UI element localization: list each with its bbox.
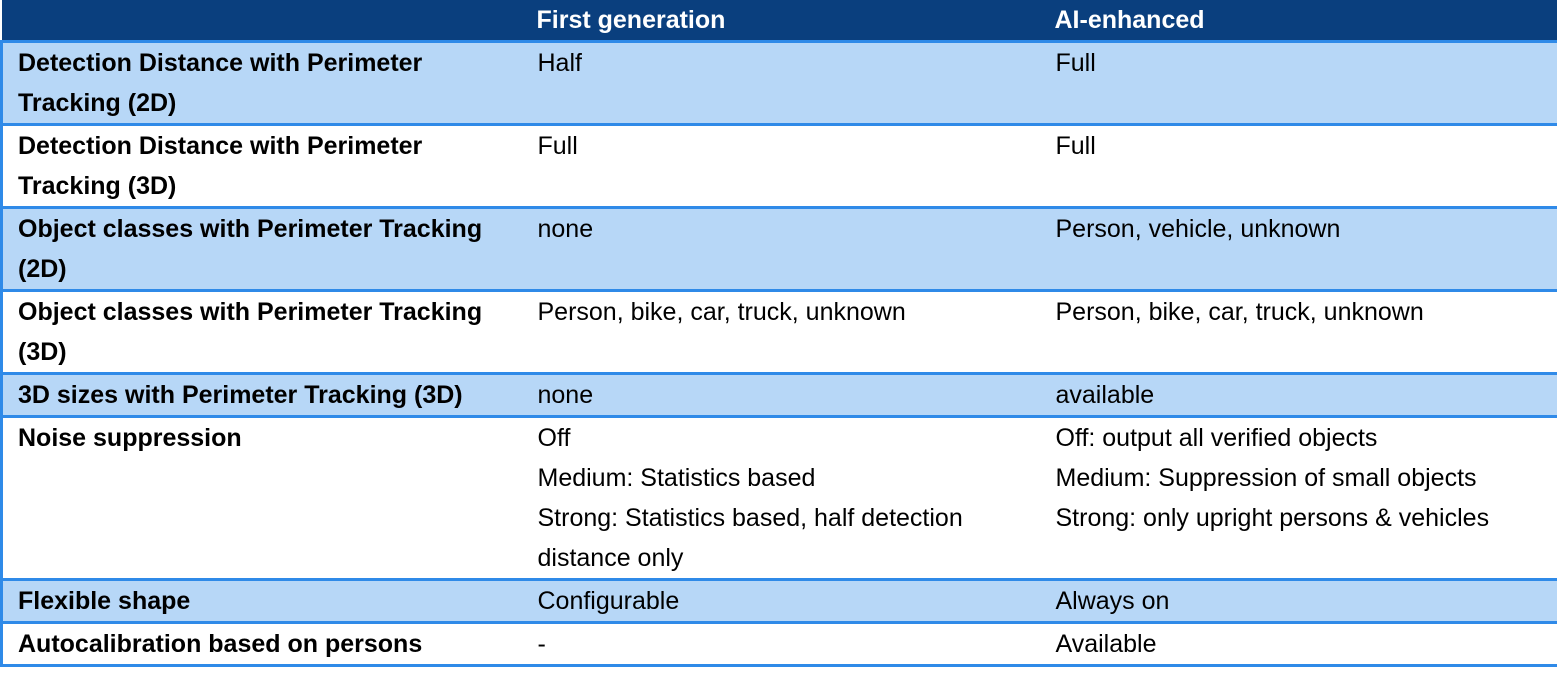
ai-enhanced-cell: Available [1044, 621, 1557, 667]
table-row: Flexible shape Configurable Always on [0, 578, 1557, 623]
table-row: Autocalibration based on persons - Availab… [0, 621, 1557, 667]
first-generation-cell: Configurable [526, 578, 1045, 623]
feature-cell: Detection Distance with Perimeter Tracki… [0, 123, 527, 208]
cell-line: Full [1055, 132, 1096, 160]
cell-line: none [537, 215, 594, 243]
cell-line: Medium: Suppression of small objects [1055, 464, 1477, 492]
cell-line: Half [537, 49, 582, 77]
first-generation-cell: Half [526, 40, 1045, 125]
ai-enhanced-cell: Off: output all verified objects Medium: … [1044, 415, 1557, 580]
ai-enhanced-cell: Always on [1044, 578, 1557, 623]
first-generation-cell: none [526, 206, 1045, 291]
table-row: Noise suppression Off Medium: Statistics b… [0, 415, 1557, 580]
cell-line: Strong: only upright persons & vehicles [1055, 504, 1490, 532]
cell-line: Available [1055, 630, 1157, 658]
cell-line: Strong: Statistics based, half detection… [537, 504, 963, 572]
cell-line: available [1055, 381, 1155, 409]
first-generation-cell: - [526, 621, 1045, 667]
ai-enhanced-cell: Full [1044, 123, 1557, 208]
feature-cell: Autocalibration based on persons [0, 621, 527, 667]
header-first-generation: First generation [526, 0, 1045, 42]
ai-enhanced-cell: available [1044, 372, 1557, 417]
comparison-table: First generation AI-enhanced Detection D… [0, 0, 1557, 667]
first-generation-cell: Off Medium: Statistics based Strong: Stati… [526, 415, 1045, 580]
table-row: Object classes with Perimeter Tracking (… [0, 289, 1557, 374]
cell-line: Full [537, 132, 578, 160]
first-generation-cell: Person, bike, car, truck, unknown [526, 289, 1045, 374]
header-feature [1, 0, 527, 42]
header-ai-enhanced: AI-enhanced [1044, 0, 1557, 42]
cell-line: Full [1055, 49, 1096, 77]
feature-cell: Noise suppression [0, 415, 527, 580]
cell-line: Configurable [537, 587, 680, 615]
table-row: Object classes with Perimeter Tracking (… [0, 206, 1557, 291]
table-row: Detection Distance with Perimeter Tracki… [0, 40, 1557, 125]
cell-line: none [537, 381, 594, 409]
first-generation-cell: Full [526, 123, 1045, 208]
table-row: Detection Distance with Perimeter Tracki… [0, 123, 1557, 208]
feature-cell: Flexible shape [0, 578, 527, 623]
cell-line: Person, bike, car, truck, unknown [1055, 298, 1424, 326]
feature-cell: 3D sizes with Perimeter Tracking (3D) [0, 372, 527, 417]
cell-line: Person, vehicle, unknown [1055, 215, 1341, 243]
cell-line: Off: output all verified objects [1055, 424, 1378, 452]
cell-line: - [537, 630, 546, 658]
first-generation-cell: none [526, 372, 1045, 417]
feature-cell: Object classes with Perimeter Tracking (… [0, 206, 527, 291]
feature-cell: Object classes with Perimeter Tracking (… [0, 289, 527, 374]
ai-enhanced-cell: Full [1044, 40, 1557, 125]
header-row: First generation AI-enhanced [1, 0, 1557, 42]
cell-line: Always on [1055, 587, 1170, 615]
feature-cell: Detection Distance with Perimeter Tracki… [0, 40, 527, 125]
cell-line: Person, bike, car, truck, unknown [537, 298, 906, 326]
cell-line: Medium: Statistics based [537, 464, 816, 492]
cell-line: Off [537, 424, 571, 452]
ai-enhanced-cell: Person, vehicle, unknown [1044, 206, 1557, 291]
ai-enhanced-cell: Person, bike, car, truck, unknown [1044, 289, 1557, 374]
table-row: 3D sizes with Perimeter Tracking (3D) non… [0, 372, 1557, 417]
